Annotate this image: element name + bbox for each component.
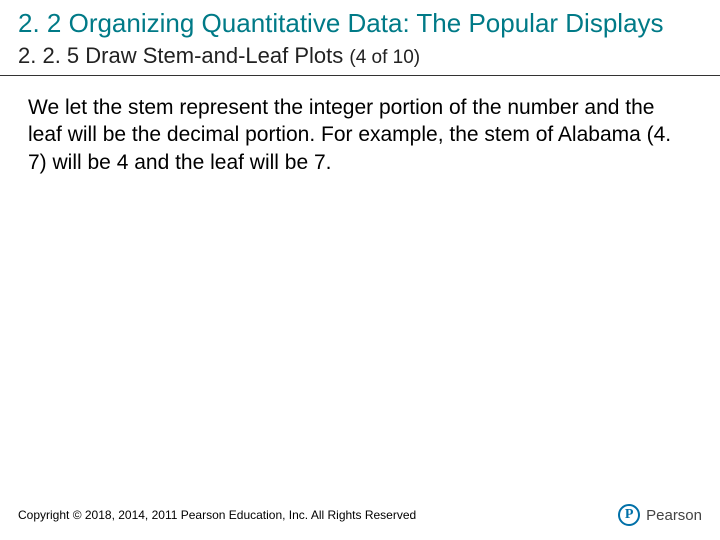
slide-footer: Copyright © 2018, 2014, 2011 Pearson Edu…	[18, 504, 702, 526]
subtitle-main: 2. 2. 5 Draw Stem-and-Leaf Plots	[18, 43, 349, 68]
section-title: 2. 2 Organizing Quantitative Data: The P…	[18, 8, 702, 39]
subtitle-counter: (4 of 10)	[349, 47, 420, 68]
body-paragraph: We let the stem represent the integer po…	[0, 76, 720, 540]
slide-container: 2. 2 Organizing Quantitative Data: The P…	[0, 0, 720, 540]
pearson-logo-icon	[618, 504, 640, 526]
section-subtitle: 2. 2. 5 Draw Stem-and-Leaf Plots (4 of 1…	[18, 43, 702, 69]
brand-name: Pearson	[646, 507, 702, 524]
brand-lockup: Pearson	[618, 504, 702, 526]
copyright-text: Copyright © 2018, 2014, 2011 Pearson Edu…	[18, 508, 416, 522]
slide-header: 2. 2 Organizing Quantitative Data: The P…	[0, 0, 720, 76]
